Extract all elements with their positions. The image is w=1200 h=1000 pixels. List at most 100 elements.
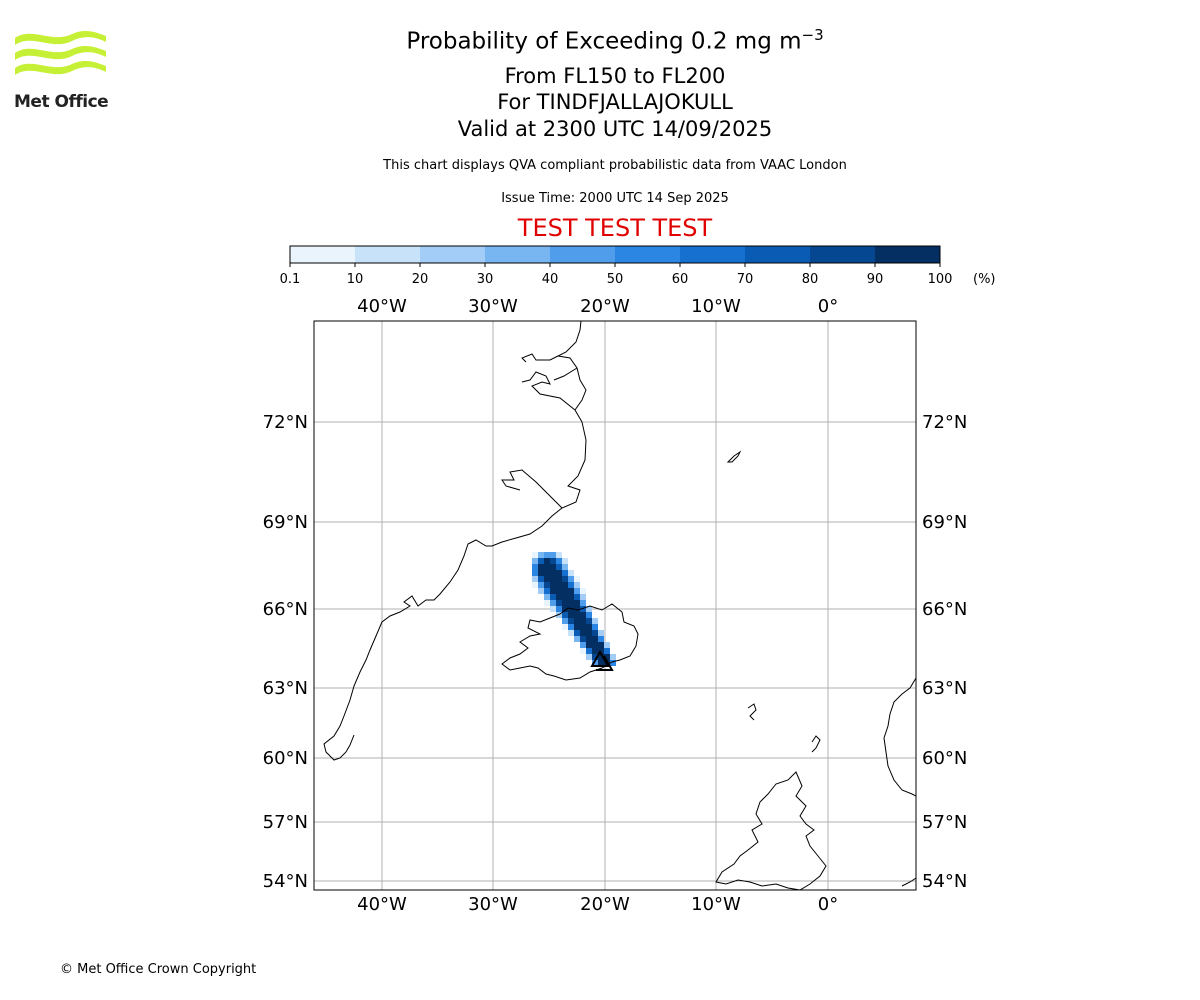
plume-cell [586,636,592,642]
plume-cell [598,654,604,660]
colorbar-tick-label: 90 [867,272,884,287]
plume-cell [598,642,604,648]
plume-cell [610,660,616,666]
plume-cell [544,582,550,588]
plume-cell [538,552,544,558]
plume-cell [544,594,550,600]
colorbar-unit: (%) [973,272,996,287]
coastline-iceland [501,603,639,681]
plume-cell [538,558,544,564]
colorbar-tick-label: 80 [802,272,819,287]
colorbar: 0.1 10 20 30 40 50 60 70 80 90 100 (%) [280,245,996,287]
coastline-scotland [715,771,827,890]
plume-cell [532,558,538,564]
plume-cell [562,606,568,612]
plume-cell [556,600,562,606]
plume-cell [538,576,544,582]
plume-cell [580,594,586,600]
test-banner: TEST TEST TEST [517,214,713,242]
plume-cell [550,576,556,582]
plume-cell [604,648,610,654]
colorbar-cell [355,246,421,263]
plume-cell [592,648,598,654]
plume-cell [580,642,586,648]
plume-cell [568,594,574,600]
plume-cell [532,576,538,582]
colorbar-tick-label: 20 [412,272,429,287]
issue-time: Issue Time: 2000 UTC 14 Sep 2025 [501,191,729,206]
lat-label-left: 54°N [263,871,308,892]
coastline-greenland [323,321,587,761]
coastline-greenland-fjord-3 [521,353,559,363]
colorbar-cell [290,246,356,263]
coastline-greenland-fjord-2 [521,371,576,411]
plume-cell [568,582,574,588]
map: 40°W 40°W 30°W 30°W 20°W 20°W 10°W 10°W 0° 0° 72°N… [263,296,968,915]
lon-label-bottom: 10°W [691,894,741,915]
plume-cell [574,618,580,624]
chart-description: This chart displays QVA compliant probab… [383,158,847,173]
lat-label-right: 69°N [922,512,967,533]
copyright-notice: © Met Office Crown Copyright [60,962,257,977]
plume-cell [586,630,592,636]
coastline-greenland-fjord-4 [553,367,578,381]
logo-wave-2 [15,45,106,60]
plume-cell [598,660,604,666]
lon-label-top: 30°W [468,296,518,317]
plume-cell [598,648,604,654]
plume-cell [610,654,616,660]
lat-label-left: 72°N [263,412,308,433]
plume-cell [574,576,580,582]
coastline-norway [883,677,916,797]
plume-cell [550,594,556,600]
met-office-logo [15,30,106,75]
plume-cell [556,588,562,594]
plume-cell [544,552,550,558]
lat-label-right: 66°N [922,599,967,620]
plume-cell [568,576,574,582]
lon-label-top: 20°W [580,296,630,317]
plume-cell [592,630,598,636]
plume-cell [586,612,592,618]
logo-wave-1 [15,30,106,45]
plume-cell [592,654,598,660]
plume-cell [562,582,568,588]
plume-cell [604,642,610,648]
lat-label-right: 72°N [922,412,967,433]
plume-cell [562,558,568,564]
plume-cell [574,624,580,630]
title-line-1: Probability of Exceeding 0.2 mg m−3 [300,26,930,55]
plume-cell [592,636,598,642]
plume-cell [580,636,586,642]
plume-cell [556,552,562,558]
colorbar-tick-label: 70 [737,272,754,287]
plume-cell [556,570,562,576]
lat-label-left: 69°N [263,512,308,533]
plume-cell [532,570,538,576]
plume-cell [568,600,574,606]
coastline-greenland-fjord-1 [501,469,563,509]
colorbar-cell [745,246,811,263]
colorbar-cell [550,246,616,263]
coastline-jan-mayen [726,450,742,463]
plume-cell [550,558,556,564]
plume-cell [586,624,592,630]
plume-cell [598,636,604,642]
plume-cell [592,642,598,648]
lon-label-bottom: 40°W [357,894,407,915]
plume-cell [604,654,610,660]
plume-cell [574,612,580,618]
colorbar-tick-label: 50 [607,272,624,287]
plume-cell [562,600,568,606]
plume-cell [550,606,556,612]
plume-cell [574,606,580,612]
map-background [314,321,916,890]
plume-cell [556,606,562,612]
colorbar-tick-label: 0.1 [280,272,301,287]
plume-cell [580,624,586,630]
plume-cell [550,588,556,594]
plume-cell [574,588,580,594]
plume-cell [556,558,562,564]
title-line-4: Valid at 2300 UTC 14/09/2025 [457,117,773,141]
plume-cell [538,582,544,588]
